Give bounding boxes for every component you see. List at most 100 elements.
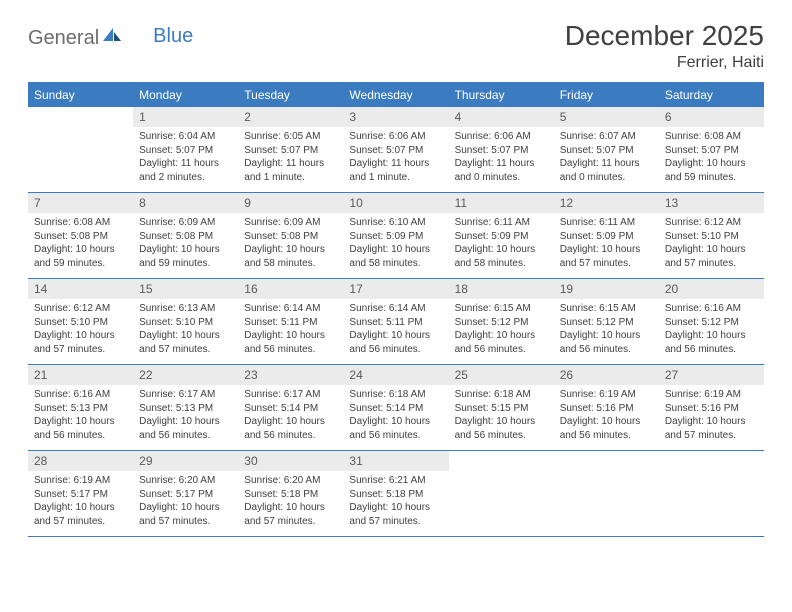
daylight-line: Daylight: 10 hours and 56 minutes. <box>349 415 442 442</box>
sunset-line: Sunset: 5:07 PM <box>139 144 232 158</box>
day-content: Sunrise: 6:12 AMSunset: 5:10 PMDaylight:… <box>659 213 764 278</box>
day-number: 27 <box>659 365 764 385</box>
calendar-cell: 21Sunrise: 6:16 AMSunset: 5:13 PMDayligh… <box>28 365 133 451</box>
calendar-row: 7Sunrise: 6:08 AMSunset: 5:08 PMDaylight… <box>28 193 764 279</box>
calendar-cell: 7Sunrise: 6:08 AMSunset: 5:08 PMDaylight… <box>28 193 133 279</box>
day-number: 11 <box>449 193 554 213</box>
calendar-row: 14Sunrise: 6:12 AMSunset: 5:10 PMDayligh… <box>28 279 764 365</box>
calendar-cell: 9Sunrise: 6:09 AMSunset: 5:08 PMDaylight… <box>238 193 343 279</box>
day-number: 16 <box>238 279 343 299</box>
daylight-line: Daylight: 10 hours and 56 minutes. <box>455 415 548 442</box>
sunrise-line: Sunrise: 6:11 AM <box>560 216 653 230</box>
sunrise-line: Sunrise: 6:18 AM <box>349 388 442 402</box>
sunset-line: Sunset: 5:07 PM <box>665 144 758 158</box>
sunrise-line: Sunrise: 6:17 AM <box>244 388 337 402</box>
calendar-row: 21Sunrise: 6:16 AMSunset: 5:13 PMDayligh… <box>28 365 764 451</box>
calendar-cell: 23Sunrise: 6:17 AMSunset: 5:14 PMDayligh… <box>238 365 343 451</box>
sunset-line: Sunset: 5:09 PM <box>349 230 442 244</box>
sunrise-line: Sunrise: 6:20 AM <box>139 474 232 488</box>
sunset-line: Sunset: 5:12 PM <box>665 316 758 330</box>
day-number: 31 <box>343 451 448 471</box>
sunset-line: Sunset: 5:15 PM <box>455 402 548 416</box>
sunrise-line: Sunrise: 6:07 AM <box>560 130 653 144</box>
day-content: Sunrise: 6:19 AMSunset: 5:16 PMDaylight:… <box>554 385 659 450</box>
sunrise-line: Sunrise: 6:10 AM <box>349 216 442 230</box>
day-number: 8 <box>133 193 238 213</box>
calendar-cell: 4Sunrise: 6:06 AMSunset: 5:07 PMDaylight… <box>449 107 554 193</box>
sunrise-line: Sunrise: 6:05 AM <box>244 130 337 144</box>
day-content: Sunrise: 6:19 AMSunset: 5:17 PMDaylight:… <box>28 471 133 536</box>
day-header-row: Sunday Monday Tuesday Wednesday Thursday… <box>28 83 764 108</box>
day-number: 1 <box>133 107 238 127</box>
sunrise-line: Sunrise: 6:17 AM <box>139 388 232 402</box>
day-number: 2 <box>238 107 343 127</box>
calendar-cell: 28Sunrise: 6:19 AMSunset: 5:17 PMDayligh… <box>28 451 133 537</box>
col-thursday: Thursday <box>449 83 554 108</box>
day-content: Sunrise: 6:18 AMSunset: 5:14 PMDaylight:… <box>343 385 448 450</box>
day-number: 5 <box>554 107 659 127</box>
day-number: 19 <box>554 279 659 299</box>
daylight-line: Daylight: 10 hours and 56 minutes. <box>349 329 442 356</box>
daylight-line: Daylight: 11 hours and 1 minute. <box>349 157 442 184</box>
day-number: 3 <box>343 107 448 127</box>
day-content: Sunrise: 6:09 AMSunset: 5:08 PMDaylight:… <box>133 213 238 278</box>
day-content: Sunrise: 6:14 AMSunset: 5:11 PMDaylight:… <box>343 299 448 364</box>
daylight-line: Daylight: 10 hours and 56 minutes. <box>34 415 127 442</box>
day-number: 30 <box>238 451 343 471</box>
day-number: 12 <box>554 193 659 213</box>
sunset-line: Sunset: 5:13 PM <box>139 402 232 416</box>
calendar-cell: 20Sunrise: 6:16 AMSunset: 5:12 PMDayligh… <box>659 279 764 365</box>
calendar-cell: 17Sunrise: 6:14 AMSunset: 5:11 PMDayligh… <box>343 279 448 365</box>
day-number: 22 <box>133 365 238 385</box>
sunset-line: Sunset: 5:10 PM <box>665 230 758 244</box>
day-content: Sunrise: 6:19 AMSunset: 5:16 PMDaylight:… <box>659 385 764 450</box>
sunset-line: Sunset: 5:17 PM <box>34 488 127 502</box>
sunrise-line: Sunrise: 6:19 AM <box>665 388 758 402</box>
col-saturday: Saturday <box>659 83 764 108</box>
calendar-cell: 22 Sunrise: 6:17 AMSunset: 5:13 PMDayligh… <box>133 365 238 451</box>
sunrise-line: Sunrise: 6:06 AM <box>349 130 442 144</box>
day-content: Sunrise: 6:16 AMSunset: 5:12 PMDaylight:… <box>659 299 764 364</box>
sunrise-line: Sunrise: 6:19 AM <box>34 474 127 488</box>
sunrise-line: Sunrise: 6:12 AM <box>34 302 127 316</box>
brand-logo: General Blue <box>28 26 193 50</box>
day-number: 13 <box>659 193 764 213</box>
page-title: December 2025 <box>565 20 764 52</box>
day-content: Sunrise: 6:10 AMSunset: 5:09 PMDaylight:… <box>343 213 448 278</box>
sunset-line: Sunset: 5:17 PM <box>139 488 232 502</box>
calendar-cell: 6Sunrise: 6:08 AMSunset: 5:07 PMDaylight… <box>659 107 764 193</box>
day-number: 15 <box>133 279 238 299</box>
sunset-line: Sunset: 5:12 PM <box>560 316 653 330</box>
sunset-line: Sunset: 5:10 PM <box>139 316 232 330</box>
daylight-line: Daylight: 10 hours and 57 minutes. <box>244 501 337 528</box>
day-number: 7 <box>28 193 133 213</box>
day-number: 18 <box>449 279 554 299</box>
daylight-line: Daylight: 10 hours and 57 minutes. <box>665 415 758 442</box>
col-sunday: Sunday <box>28 83 133 108</box>
daylight-line: Daylight: 10 hours and 56 minutes. <box>139 415 232 442</box>
sunset-line: Sunset: 5:18 PM <box>244 488 337 502</box>
sunset-line: Sunset: 5:09 PM <box>455 230 548 244</box>
calendar-cell <box>449 451 554 537</box>
sunset-line: Sunset: 5:08 PM <box>34 230 127 244</box>
day-number: 29 <box>133 451 238 471</box>
sunset-line: Sunset: 5:14 PM <box>244 402 337 416</box>
day-number: 26 <box>554 365 659 385</box>
day-number: 6 <box>659 107 764 127</box>
sunset-line: Sunset: 5:18 PM <box>349 488 442 502</box>
calendar-cell: 12Sunrise: 6:11 AMSunset: 5:09 PMDayligh… <box>554 193 659 279</box>
calendar-cell <box>659 451 764 537</box>
day-content: Sunrise: 6:13 AMSunset: 5:10 PMDaylight:… <box>133 299 238 364</box>
sunrise-line: Sunrise: 6:14 AM <box>349 302 442 316</box>
logo-sail-icon <box>101 26 123 50</box>
daylight-line: Daylight: 11 hours and 0 minutes. <box>455 157 548 184</box>
sunrise-line: Sunrise: 6:18 AM <box>455 388 548 402</box>
day-content: Sunrise: 6:06 AMSunset: 5:07 PMDaylight:… <box>343 127 448 192</box>
sunrise-line: Sunrise: 6:09 AM <box>139 216 232 230</box>
calendar-cell: 15Sunrise: 6:13 AMSunset: 5:10 PMDayligh… <box>133 279 238 365</box>
day-content: Sunrise: 6:14 AMSunset: 5:11 PMDaylight:… <box>238 299 343 364</box>
day-content: Sunrise: 6:06 AMSunset: 5:07 PMDaylight:… <box>449 127 554 192</box>
location-label: Ferrier, Haiti <box>565 54 764 72</box>
sunset-line: Sunset: 5:07 PM <box>244 144 337 158</box>
sunrise-line: Sunrise: 6:19 AM <box>560 388 653 402</box>
